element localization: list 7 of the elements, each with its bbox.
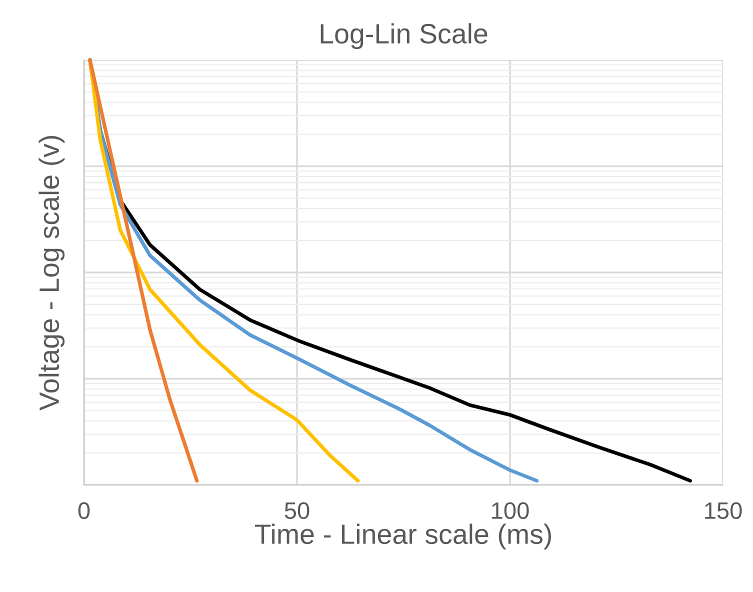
chart-title: Log-Lin Scale bbox=[320, 23, 488, 50]
x-axis-title: Time - Linear scale (ms) bbox=[254, 524, 551, 550]
y-axis-title: Voltage - Log scale (v) bbox=[38, 136, 65, 411]
x-tick-label: 100 bbox=[492, 502, 529, 520]
x-tick-label: 150 bbox=[705, 502, 742, 520]
x-tick-label: 50 bbox=[284, 502, 310, 520]
x-tick-label: 0 bbox=[78, 502, 90, 520]
